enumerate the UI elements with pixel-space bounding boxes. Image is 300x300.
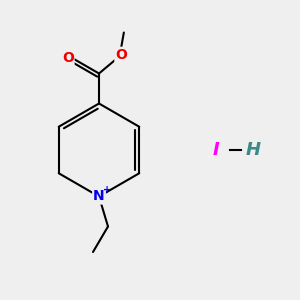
Text: H: H <box>246 141 261 159</box>
Text: N: N <box>93 190 105 203</box>
Text: I: I <box>213 141 219 159</box>
Text: O: O <box>62 51 74 65</box>
Text: O: O <box>115 48 127 62</box>
Text: +: + <box>103 185 111 195</box>
